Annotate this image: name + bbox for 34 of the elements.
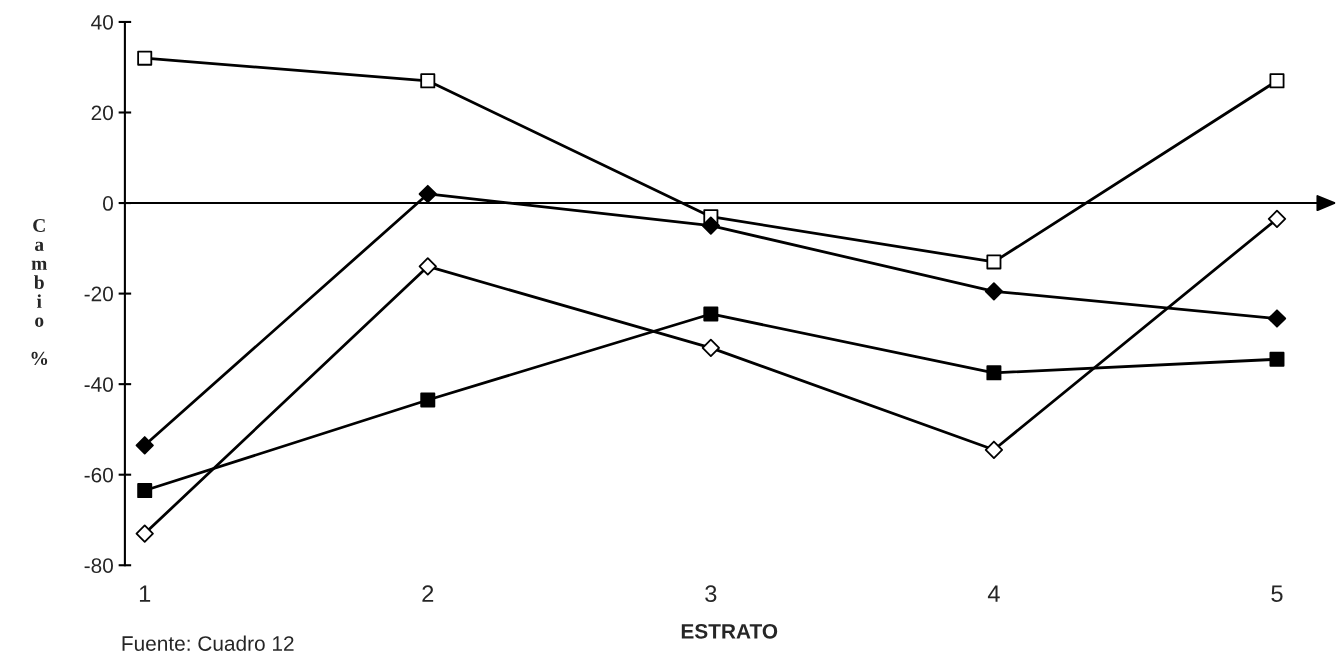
point xyxy=(701,338,720,358)
y-tick-label: -40 xyxy=(84,377,113,392)
point xyxy=(1269,73,1285,89)
y-tick-label: 0 xyxy=(103,196,113,211)
x-tick-label: 5 xyxy=(1271,585,1283,603)
point xyxy=(420,73,436,89)
point xyxy=(418,184,437,204)
point xyxy=(703,306,719,322)
point xyxy=(135,524,154,543)
x-tick-label: 4 xyxy=(987,585,1000,602)
y-tick-label: 40 xyxy=(91,14,113,30)
y-tick-label: -20 xyxy=(84,286,113,302)
point xyxy=(420,392,436,408)
point xyxy=(1267,309,1287,328)
x-tick-label: 2 xyxy=(422,585,434,602)
x-tick-label: 3 xyxy=(705,585,717,603)
point xyxy=(1269,351,1285,367)
y-tick-label: 20 xyxy=(91,105,113,121)
point xyxy=(137,483,153,499)
point xyxy=(1267,209,1287,229)
x-axis-title: ESTRATO xyxy=(681,623,778,639)
point xyxy=(418,257,437,276)
point xyxy=(984,440,1004,459)
point xyxy=(135,436,154,455)
point xyxy=(984,282,1004,301)
point xyxy=(701,216,720,235)
source-note: Fuente: Cuadro 12 xyxy=(122,635,294,651)
point xyxy=(986,254,1002,270)
x-tick-label: 1 xyxy=(139,585,151,602)
y-tick-label: -80 xyxy=(84,558,113,573)
y-tick-label: -60 xyxy=(84,467,113,483)
point xyxy=(137,50,153,66)
text: Cambio % xyxy=(31,218,48,365)
point xyxy=(986,365,1002,381)
